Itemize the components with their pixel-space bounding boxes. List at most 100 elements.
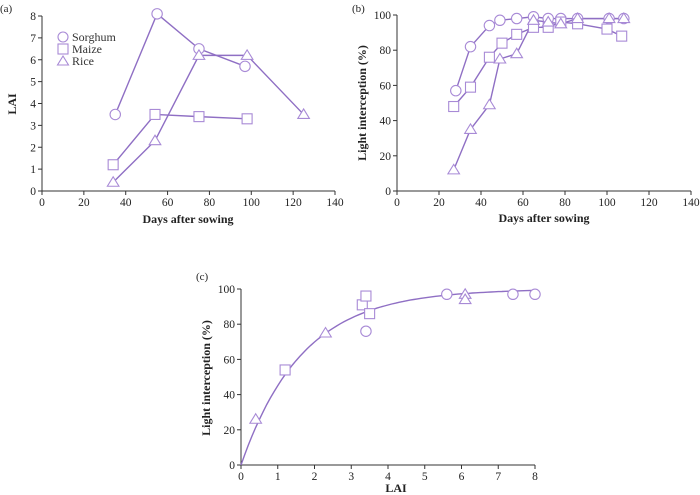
data-point-sorghum-circle-marker xyxy=(239,60,251,73)
data-point-sorghum-circle-marker xyxy=(529,288,541,301)
y-tick-label: 20 xyxy=(224,425,236,437)
x-tick-label: 80 xyxy=(559,197,571,209)
data-point-maize-square-marker xyxy=(360,290,372,302)
x-tick-label: 8 xyxy=(532,471,538,483)
legend-square-marker-icon xyxy=(57,43,69,55)
data-point-sorghum-circle-marker xyxy=(441,288,453,301)
data-point-rice-triangle-marker xyxy=(482,98,497,110)
legend-item-maize: Maize xyxy=(57,42,102,56)
series-line-maize xyxy=(112,113,248,166)
data-point-sorghum-circle-marker xyxy=(151,8,163,20)
y-tick-label: 80 xyxy=(224,319,236,331)
data-point-rice-triangle-marker xyxy=(296,107,311,119)
panel-b-y-axis-title: Light interception (%) xyxy=(355,45,369,161)
data-point-maize-square-marker xyxy=(448,100,460,113)
y-tick-label: 0 xyxy=(229,460,235,472)
y-tick-label: 60 xyxy=(380,80,392,92)
y-tick-label: 8 xyxy=(30,11,36,23)
series-line-rice xyxy=(453,17,624,171)
y-tick-label: 40 xyxy=(224,390,236,402)
data-point-rice-triangle-marker xyxy=(570,11,585,24)
data-point-maize-square-marker xyxy=(107,159,119,171)
series-line-sorghum xyxy=(114,12,246,115)
x-tick-label: 100 xyxy=(598,197,616,209)
data-point-rice-triangle-marker xyxy=(493,52,507,64)
data-point-maize-square-marker xyxy=(364,308,376,320)
data-point-maize-square-marker xyxy=(511,28,523,40)
data-point-maize-square-marker xyxy=(464,81,477,93)
data-point-rice-triangle-marker xyxy=(192,48,206,60)
x-tick-label: 0 xyxy=(39,197,45,209)
legend-triangle-marker-icon xyxy=(56,54,70,66)
data-point-sorghum-circle-marker xyxy=(464,40,477,53)
y-tick-label: 7 xyxy=(30,33,36,45)
x-tick-label: 7 xyxy=(495,471,501,483)
data-point-rice-triangle-marker xyxy=(248,412,263,424)
fitted-curve-line xyxy=(240,289,536,466)
panel-b-series xyxy=(446,11,631,175)
x-tick-label: 20 xyxy=(78,197,90,209)
y-tick-label: 4 xyxy=(30,99,36,111)
x-tick-label: 2 xyxy=(312,471,318,483)
data-point-sorghum-circle-marker xyxy=(360,325,372,337)
panel-a-y-axis-title: LAI xyxy=(5,93,19,115)
panel-a-axes: 0 20 40 60 80 100 120 140 0 1 2 3 4 5 6 7 8 xyxy=(30,11,344,209)
y-tick-label: 5 xyxy=(30,77,36,89)
data-point-sorghum-circle-marker xyxy=(507,288,519,301)
data-point-sorghum-circle-marker xyxy=(109,108,122,121)
panel-a-legend: Sorghum Maize Rice xyxy=(56,30,116,68)
data-point-maize-square-marker xyxy=(616,30,628,42)
x-tick-label: 0 xyxy=(394,197,400,209)
x-tick-label: 120 xyxy=(640,197,658,209)
legend-circle-marker-icon xyxy=(57,31,69,43)
series-line-rice xyxy=(112,54,305,183)
y-tick-label: 3 xyxy=(30,120,36,132)
data-point-rice-triangle-marker xyxy=(526,13,541,25)
panel-a-series xyxy=(106,8,311,187)
x-tick-label: 3 xyxy=(348,471,354,483)
x-tick-label: 60 xyxy=(517,197,529,209)
panel-c-interception-vs-lai-chart: (c) LAI Light interception (%) 0 1 2 3 4 5 6 7 8… xyxy=(196,271,541,495)
data-point-rice-triangle-marker xyxy=(458,293,472,305)
data-point-rice-triangle-marker xyxy=(446,163,461,175)
y-tick-label: 0 xyxy=(385,186,391,198)
data-point-maize-square-marker xyxy=(241,113,253,125)
x-tick-label: 5 xyxy=(422,471,428,483)
data-point-sorghum-circle-marker xyxy=(483,19,496,32)
panel-a-x-axis-title: Days after sowing xyxy=(142,212,233,226)
data-point-rice-triangle-marker xyxy=(602,11,616,24)
x-tick-label: 140 xyxy=(682,197,700,209)
data-point-rice-triangle-marker xyxy=(617,11,631,24)
x-tick-label: 1 xyxy=(275,471,281,483)
panel-a-leaf-area-index-chart: (a) Days after sowing LAI 0 20 40 60 80 100 12… xyxy=(0,3,344,226)
legend-item-rice: Rice xyxy=(56,54,94,68)
panel-b-x-axis-title: Days after sowing xyxy=(498,211,589,225)
data-point-rice-triangle-marker xyxy=(240,48,254,60)
x-tick-label: 60 xyxy=(162,197,174,209)
data-point-rice-triangle-marker xyxy=(541,15,555,27)
x-tick-label: 120 xyxy=(285,197,303,209)
data-point-rice-triangle-marker xyxy=(148,134,162,146)
panel-c-series xyxy=(240,287,541,466)
panel-b-axes: 0 20 40 60 80 100 120 140 0 20 40 60 80 100 xyxy=(374,10,700,209)
data-point-rice-triangle-marker xyxy=(318,326,333,338)
y-tick-label: 60 xyxy=(224,354,236,366)
y-tick-label: 2 xyxy=(30,142,36,154)
data-point-sorghum-circle-marker xyxy=(450,84,462,97)
data-point-rice-triangle-marker xyxy=(106,175,120,187)
x-tick-label: 100 xyxy=(243,197,261,209)
legend-item-sorghum: Sorghum xyxy=(57,30,116,44)
legend-label-sorghum: Sorghum xyxy=(72,30,116,44)
x-tick-label: 40 xyxy=(475,197,487,209)
y-tick-label: 100 xyxy=(218,284,236,296)
x-tick-label: 140 xyxy=(326,197,344,209)
legend-label-rice: Rice xyxy=(72,54,94,68)
data-point-rice-triangle-marker xyxy=(463,122,478,134)
panel-b-label: (b) xyxy=(352,3,365,15)
x-tick-label: 40 xyxy=(120,197,132,209)
y-tick-label: 100 xyxy=(374,10,392,22)
data-point-maize-square-marker xyxy=(279,364,291,376)
x-tick-label: 80 xyxy=(204,197,216,209)
